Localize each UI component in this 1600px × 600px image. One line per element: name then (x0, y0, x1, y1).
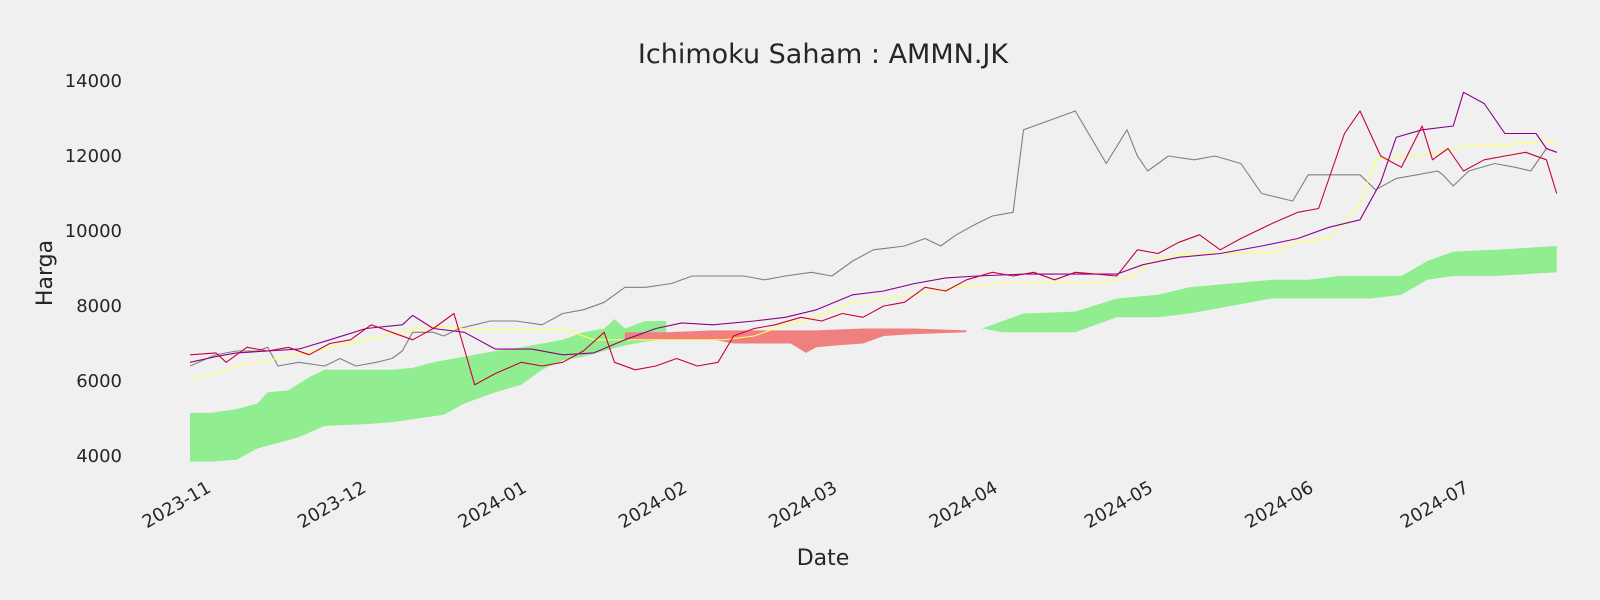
series-line-1 (189, 110, 1557, 367)
plot-area (189, 91, 1558, 462)
y-tick-label: 10000 (65, 221, 122, 242)
y-tick-label: 6000 (76, 371, 122, 392)
y-tick-label: 4000 (76, 446, 122, 467)
series-line-3 (189, 91, 1557, 363)
x-axis-label: Date (797, 546, 850, 571)
bullish-cloud-2 (982, 246, 1557, 333)
y-tick-label: 12000 (65, 146, 122, 167)
y-axis-label: Harga (33, 240, 58, 306)
bullish-cloud-1 (190, 319, 667, 462)
y-tick-label: 14000 (65, 71, 122, 92)
y-axis-ticks: 4000 6000 8000 10000 12000 14000 (65, 71, 122, 467)
ichimoku-lines-group (189, 91, 1558, 386)
ichimoku-cloud-group (190, 246, 1557, 462)
series-line-4 (189, 110, 1558, 386)
y-tick-label: 8000 (76, 296, 122, 317)
bearish-cloud-1 (624, 328, 967, 353)
chart-title: Ichimoku Saham : AMMN.JK (638, 39, 1009, 70)
